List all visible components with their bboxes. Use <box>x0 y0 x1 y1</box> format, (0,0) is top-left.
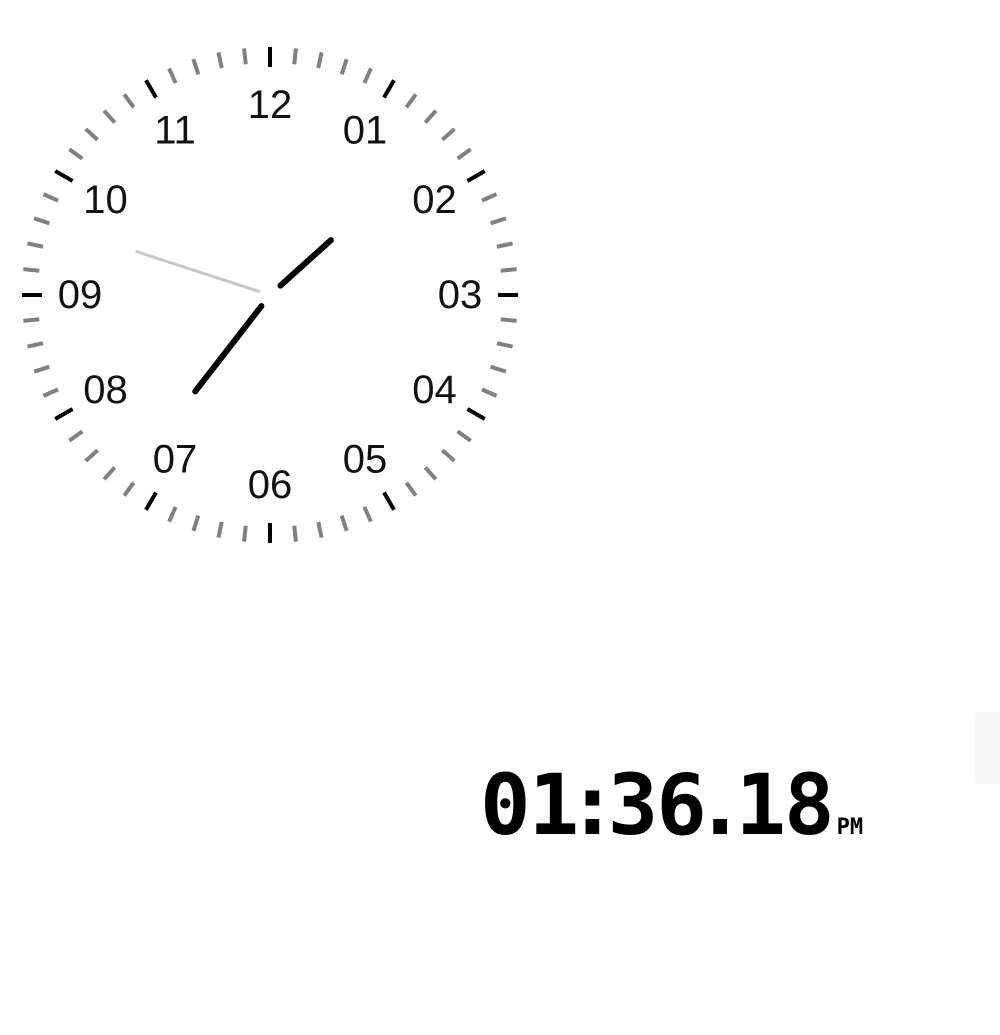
minor-tick <box>27 341 44 349</box>
hour-label: 06 <box>248 463 293 507</box>
minor-tick <box>292 525 298 542</box>
minor-tick <box>500 267 517 273</box>
minor-tick <box>316 52 324 69</box>
hour-label: 01 <box>343 108 388 152</box>
minor-tick <box>242 525 248 542</box>
minor-tick <box>456 147 472 161</box>
minor-tick <box>362 506 373 523</box>
analog-clock: 12 01 02 03 04 05 06 07 08 09 10 11 <box>22 47 518 543</box>
digital-separator-colon: : <box>567 756 618 854</box>
digital-separator-dot: . <box>694 756 746 854</box>
digital-hours: 01 <box>480 756 579 854</box>
minor-tick <box>42 387 59 398</box>
digital-ampm: PM <box>836 815 864 840</box>
minor-tick <box>242 48 248 65</box>
hour-hand <box>277 237 334 289</box>
clock-hands <box>135 237 334 395</box>
hour-label: 12 <box>248 83 293 127</box>
major-tick <box>144 491 158 511</box>
major-tick <box>144 79 158 99</box>
minor-tick <box>496 241 513 249</box>
minor-tick <box>102 109 117 124</box>
minor-tick <box>423 109 438 124</box>
minor-tick <box>33 364 50 374</box>
minor-tick <box>456 429 472 443</box>
minor-tick <box>216 52 224 69</box>
hour-label: 10 <box>83 178 128 222</box>
minor-tick <box>316 521 324 538</box>
hour-label: 09 <box>58 273 103 317</box>
minor-tick <box>481 387 498 398</box>
minor-tick <box>339 58 349 75</box>
minor-tick <box>441 127 456 142</box>
minor-tick <box>167 506 178 523</box>
minor-tick <box>33 216 50 226</box>
digital-seconds: 18 <box>735 756 834 854</box>
digital-minutes: 36 <box>607 756 707 854</box>
major-tick <box>54 407 74 421</box>
minor-tick <box>216 521 224 538</box>
minor-tick <box>423 466 438 481</box>
major-tick <box>382 491 396 511</box>
minor-tick <box>441 448 456 463</box>
minor-tick <box>122 93 136 109</box>
minor-tick <box>339 515 349 532</box>
minor-tick <box>23 267 40 273</box>
minor-tick <box>23 317 40 323</box>
edge-handle[interactable] <box>975 712 1000 784</box>
clock-ticks <box>22 47 518 543</box>
minor-tick <box>404 93 418 109</box>
hour-label: 04 <box>412 368 457 412</box>
minor-tick <box>362 67 373 84</box>
minor-tick <box>496 341 513 349</box>
clock-hour-labels: 12 01 02 03 04 05 06 07 08 09 10 11 <box>58 83 483 507</box>
minor-tick <box>122 481 136 497</box>
hour-label: 11 <box>154 108 196 152</box>
major-tick <box>466 407 486 421</box>
minor-tick <box>68 429 84 443</box>
minor-tick <box>68 147 84 161</box>
minor-tick <box>292 48 298 65</box>
second-hand <box>135 250 261 293</box>
minor-tick <box>102 466 117 481</box>
hour-label: 02 <box>412 178 457 222</box>
minor-tick <box>42 192 59 203</box>
hour-label: 03 <box>438 273 483 317</box>
minor-tick <box>490 364 507 374</box>
minor-tick <box>84 127 99 142</box>
minor-tick <box>500 317 517 323</box>
major-tick <box>54 169 74 183</box>
minor-tick <box>27 241 44 249</box>
minor-tick <box>490 216 507 226</box>
minor-tick <box>481 192 498 203</box>
minute-hand <box>192 303 265 395</box>
minor-tick <box>84 448 99 463</box>
minor-tick <box>191 58 201 75</box>
minor-tick <box>167 67 178 84</box>
hour-label: 05 <box>343 438 388 482</box>
major-tick <box>382 79 396 99</box>
minor-tick <box>191 515 201 532</box>
hour-label: 07 <box>153 438 198 482</box>
major-tick <box>466 169 486 183</box>
minor-tick <box>404 481 418 497</box>
digital-clock: 01:36.18 PM <box>480 755 980 855</box>
hour-label: 08 <box>83 368 128 412</box>
